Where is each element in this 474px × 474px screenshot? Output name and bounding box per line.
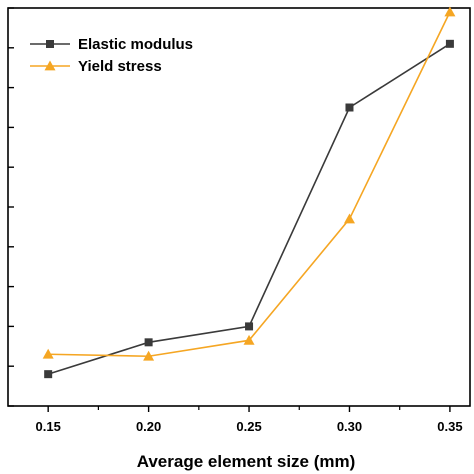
x-tick-label: 0.15	[36, 419, 61, 434]
x-tick-label: 0.20	[136, 419, 161, 434]
legend-item: Yield stress	[30, 58, 162, 75]
data-point	[42, 348, 54, 359]
data-point	[343, 213, 355, 224]
data-point	[46, 40, 54, 48]
legend-label: Elastic modulus	[78, 36, 193, 53]
legend-label: Yield stress	[78, 58, 162, 75]
data-point	[44, 60, 56, 71]
series-yield-stress	[42, 6, 456, 361]
legend-item: Elastic modulus	[30, 36, 193, 53]
data-point	[245, 322, 254, 331]
data-point	[243, 334, 255, 345]
series-layer	[42, 6, 456, 379]
data-point	[445, 39, 454, 48]
data-point	[44, 370, 53, 379]
x-tick-label: 0.30	[337, 419, 362, 434]
y-axis-ticks	[8, 7, 14, 407]
series-elastic-modulus	[44, 39, 454, 379]
x-tick-label: 0.25	[236, 419, 261, 434]
data-point	[444, 6, 456, 17]
data-point	[144, 338, 153, 347]
data-point	[345, 103, 354, 112]
x-axis-ticks: 0.15 0.20 0.25 0.30 0.35	[36, 406, 463, 434]
x-axis-title: Average element size (mm)	[137, 452, 356, 471]
legend: Elastic modulus Yield stress	[30, 36, 193, 75]
x-tick-label: 0.35	[437, 419, 462, 434]
data-point	[143, 350, 155, 361]
